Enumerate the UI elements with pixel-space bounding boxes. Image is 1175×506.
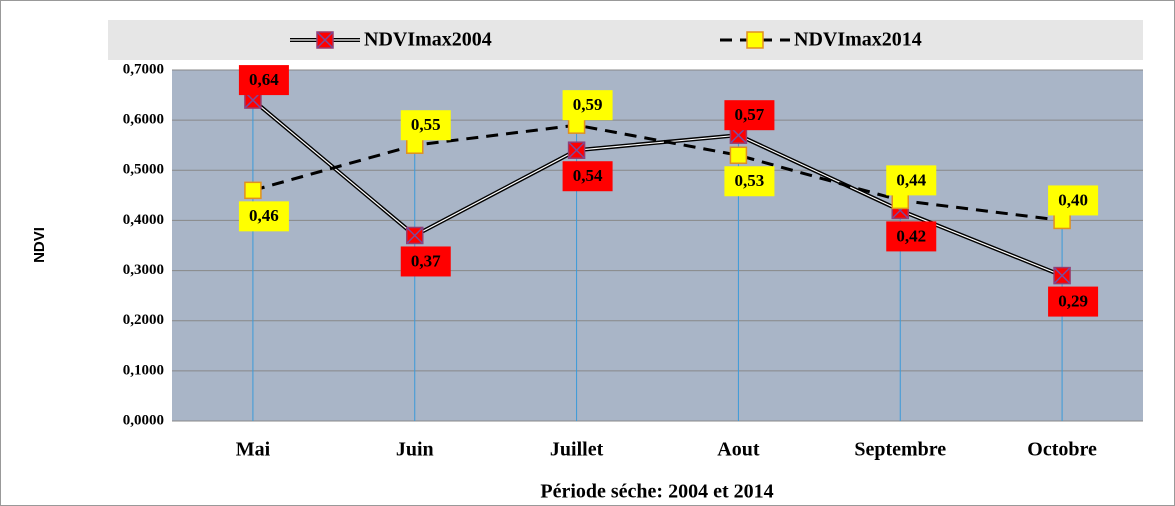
y-tick-label: 0,4000 [123,212,164,228]
data-label: 0,59 [573,95,603,114]
x-tick-label: Juillet [550,439,604,461]
x-tick-label: Octobre [1027,439,1097,461]
data-label-box [238,201,289,232]
marker [244,181,262,200]
marker-cross [1053,267,1071,285]
data-label-box [1048,185,1099,216]
data-label: 0,54 [573,166,603,185]
y-tick-label: 0,0000 [123,412,164,428]
data-label: 0,46 [249,206,279,225]
series-line [252,123,1063,222]
marker-cross [568,141,586,159]
data-label-box [724,100,775,131]
y-tick-label: 0,7000 [123,61,164,77]
y-tick-label: 0,2000 [123,312,164,328]
x-tick-label: Aout [717,439,760,461]
data-label-box [238,65,289,96]
data-label: 0,40 [1058,190,1088,209]
data-label: 0,44 [896,170,926,189]
series-line-inner [252,99,1063,277]
y-tick-label: 0,1000 [123,362,164,378]
data-label: 0,37 [411,251,441,270]
plot-area [172,70,1143,421]
data-label-box [724,166,775,197]
data-label-box [1048,286,1099,317]
x-axis-label: Période séche: 2004 et 2014 [540,481,773,503]
legend-box [108,20,1143,60]
data-label: 0,53 [735,171,765,190]
data-label-box [562,161,613,192]
data-label: 0,64 [249,70,279,89]
data-label-box [562,90,613,121]
x-tick-label: Septembre [854,439,946,461]
data-label: 0,57 [735,105,765,124]
data-label-box [400,246,451,277]
data-label: 0,55 [411,115,441,134]
marker-cross [406,226,424,245]
data-label: 0,29 [1058,291,1088,310]
data-label-box [886,221,937,252]
legend-label: NDVImax2014 [794,29,922,51]
legend-marker-cross [316,31,334,49]
y-tick-label: 0,6000 [123,112,164,128]
y-axis-label: NDVI [31,227,48,263]
x-tick-label: Juin [396,439,434,461]
data-label-box [400,110,451,141]
y-tick-label: 0,3000 [123,262,164,278]
legend-marker [746,31,764,49]
legend-label: NDVImax2004 [364,29,492,51]
y-tick-label: 0,5000 [123,162,164,178]
data-label: 0,42 [896,226,926,245]
marker [729,146,748,164]
data-label-box [886,165,937,196]
x-tick-label: Mai [236,439,271,461]
